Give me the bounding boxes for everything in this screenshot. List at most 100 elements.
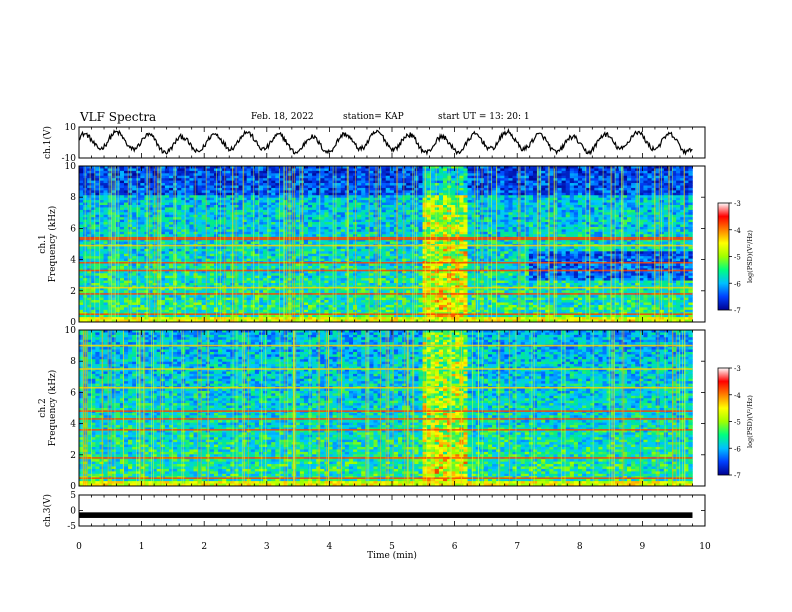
ch1-spectrogram-cell [622, 202, 628, 206]
ch1-spectrogram-cell [267, 212, 272, 216]
ch1-spectrogram-cell [136, 183, 141, 186]
ch1-spectrogram-cell [369, 195, 374, 198]
ch1-spectrogram-cell [263, 183, 268, 186]
ch1-spectrogram-cell [246, 229, 252, 233]
ch1-spectrogram-cell [132, 202, 137, 206]
ch1-spectrogram-cell [655, 183, 661, 186]
ch1-spectrogram-cell [594, 187, 599, 191]
ch1-spectrogram-cell [672, 197, 677, 201]
ch1-spectrogram-cell [189, 226, 194, 230]
ch1-spectrogram-cell [508, 195, 513, 198]
ch1-spectrogram-cell [193, 219, 198, 223]
ch1-spectrogram-cell [590, 241, 595, 245]
ch1-spectrogram-cell [561, 185, 566, 189]
ch1-spectrogram-cell [627, 175, 632, 179]
ch1-spectrogram-cell [226, 234, 231, 237]
ch1-spectrogram-cell [602, 185, 607, 189]
ch1-spectrogram-cell [160, 175, 166, 179]
ch1-spectrogram-cell [561, 187, 566, 191]
ch1-spectrogram-cell [573, 166, 579, 169]
ch1-spectrogram-cell [680, 183, 685, 186]
ch1-spectrogram-cell [267, 170, 272, 174]
ch1-spectrogram-cell [336, 183, 342, 186]
ch1-spectrogram-cell [254, 212, 260, 216]
ch1-spectrogram-cell [504, 166, 509, 169]
ch1-spectrogram-cell [557, 183, 562, 186]
ch1-spectrogram-cell [79, 166, 84, 169]
ch1-spectrogram-cell [377, 192, 382, 196]
ch1-spectrogram-cell [140, 219, 145, 223]
ch1-spectrogram-cell [618, 175, 624, 179]
ch1-spectrogram-cell [627, 166, 632, 169]
ch1-spectrogram-cell [627, 231, 632, 235]
ch1-spectrogram-cell [283, 207, 288, 211]
ch1-spectrogram-cell [418, 226, 423, 230]
ch1-spectrogram-cell [119, 173, 125, 177]
ch1-spectrogram-cell [148, 205, 153, 208]
ch1-spectrogram-cell [487, 190, 493, 194]
ch1-spectrogram-cell [647, 226, 652, 230]
ch1-spectrogram-cell [528, 168, 534, 172]
ch1-spectrogram-cell [508, 166, 513, 169]
ch1-spectrogram-cell [385, 224, 391, 228]
ch1-spectrogram-cell [357, 226, 362, 230]
ch1-spectrogram-cell [279, 175, 284, 179]
ch1-spectrogram-cell [647, 197, 652, 201]
ch1-spectrogram-cell [467, 190, 472, 194]
ch1-spectrogram-cell [189, 219, 194, 223]
ch1-spectrogram-cell [618, 185, 624, 189]
ch1-spectrogram-cell [434, 231, 440, 235]
ch1-spectrogram-cell [398, 200, 403, 203]
ch1-spectrogram-cell [250, 170, 256, 174]
ch1-spectrogram-cell [246, 214, 252, 218]
ch1-spectrogram-cell [283, 190, 288, 194]
ch1-spectrogram-cell [226, 166, 231, 169]
ch1-spectrogram-cell [340, 168, 346, 172]
ch1-spectrogram-cell [263, 205, 268, 208]
ch1-spectrogram-cell [365, 173, 370, 177]
ch1-spectrogram-cell [164, 222, 170, 225]
ch1-spectrogram-cell [328, 231, 333, 235]
ch1-spectrogram-cell [132, 175, 137, 179]
ch1-spectrogram-cell [487, 200, 493, 203]
ch1-spectrogram-cell [500, 178, 505, 181]
ch1-spectrogram-cell [688, 222, 693, 225]
ch1-spectrogram-cell [340, 207, 346, 211]
ch1-spectrogram-cell [185, 219, 190, 223]
ch1-spectrogram-cell [573, 207, 579, 211]
ch1-spectrogram-cell [348, 222, 354, 225]
ch1-spectrogram-cell [443, 207, 448, 211]
ch1-spectrogram-cell [594, 234, 599, 237]
ch1-spectrogram-cell [463, 173, 468, 177]
station-label: station= KAP [343, 112, 404, 122]
ch1-spectrogram-cell [246, 224, 252, 228]
ch1-spectrogram-cell [357, 187, 362, 191]
ch1-spectrogram-cell [676, 212, 681, 216]
ch1-spectrogram-cell [586, 173, 591, 177]
ch1-spectrogram-cell [328, 212, 333, 216]
ch1-spectrogram-cell [193, 195, 198, 198]
ch1-spectrogram-cell [586, 197, 591, 201]
ch1-spectrogram-cell [565, 202, 571, 206]
ch1-spectrogram-cell [565, 192, 571, 196]
ch1-spectrogram-cell [308, 175, 313, 179]
ch1-spectrogram-cell [209, 170, 215, 174]
ch1-spectrogram-cell [398, 173, 403, 177]
ch1-spectrogram-cell [369, 192, 374, 196]
ch1-spectrogram-cell [541, 226, 546, 230]
ch1-spectrogram-cell [103, 168, 108, 172]
ch1-spectrogram-cell [573, 187, 579, 191]
ch1-spectrogram-cell [365, 170, 370, 174]
ch1-spectrogram-cell [79, 185, 84, 189]
ch1-spectrogram-cell [393, 180, 399, 184]
ch1-spectrogram-cell [569, 197, 575, 201]
ch1-spectrogram-cell [336, 200, 342, 203]
ch1-spectrogram-cell [389, 219, 395, 223]
ch1-spectrogram-cell [254, 207, 260, 211]
ch1-spectrogram-cell [119, 178, 125, 181]
ch1-spectrogram-cell [524, 187, 530, 191]
ch1-spectrogram-cell [250, 209, 256, 213]
ch1-spectrogram-cell [246, 192, 252, 196]
ch1-spectrogram-cell [328, 209, 333, 213]
ch1-spectrogram-cell [430, 205, 436, 208]
